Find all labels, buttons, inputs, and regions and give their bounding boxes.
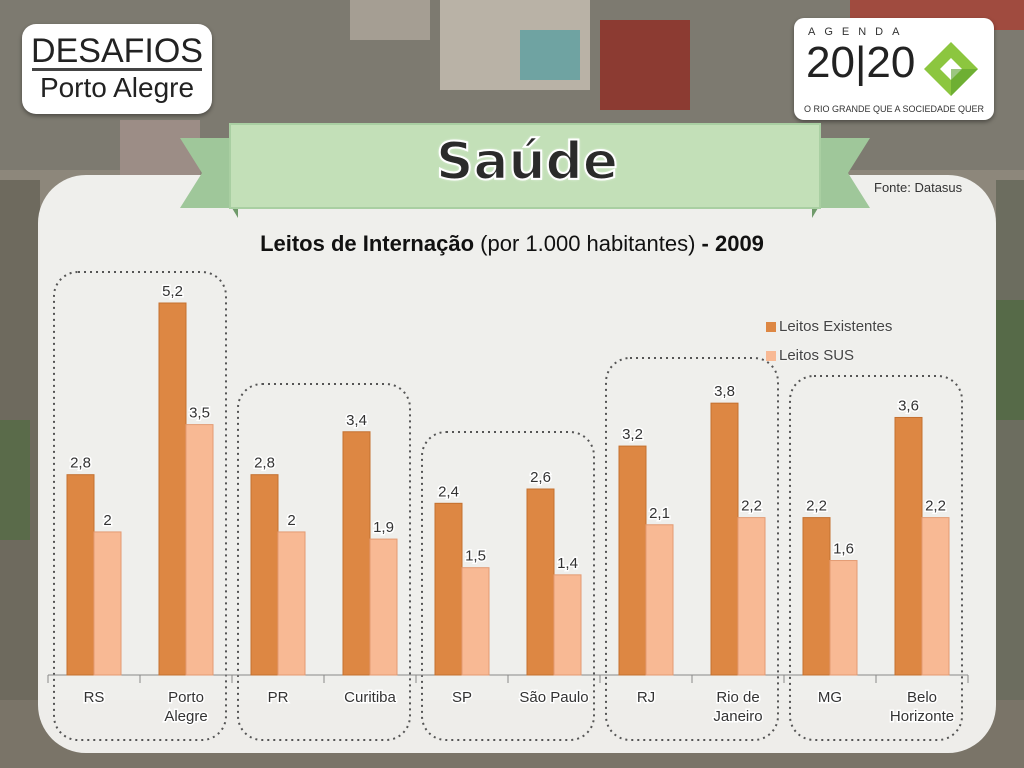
bar-sus xyxy=(93,531,122,676)
bar-sus xyxy=(737,517,766,676)
bar-existentes xyxy=(66,474,95,676)
legend-item-sus: Leitos SUS xyxy=(766,347,854,364)
section-title: Saúde xyxy=(435,131,619,193)
x-tick-label: Belo xyxy=(907,689,937,706)
bar-existentes xyxy=(802,517,831,676)
bar-sus xyxy=(369,538,398,676)
bar-sus xyxy=(185,424,214,676)
data-label-sus: 1,9 xyxy=(373,519,394,536)
data-label-sus: 2,1 xyxy=(649,505,670,522)
data-label-sus: 2 xyxy=(103,512,111,529)
agenda-tagline: O RIO GRANDE QUE A SOCIEDADE QUER xyxy=(803,104,985,114)
chart-title-unit: (por 1.000 habitantes) xyxy=(480,231,696,256)
x-tick-label: Alegre xyxy=(164,708,207,725)
bar-existentes xyxy=(710,402,739,676)
bar-existentes xyxy=(434,502,463,676)
group-outline xyxy=(789,375,963,741)
data-label-existentes: 2,4 xyxy=(438,483,459,500)
x-tick-label: Horizonte xyxy=(890,708,954,725)
desafios-porto-alegre-logo: DESAFIOS Porto Alegre xyxy=(22,24,212,114)
legend-label-existentes: Leitos Existentes xyxy=(779,318,893,335)
bar-sus xyxy=(921,517,950,676)
x-tick-label: Rio de xyxy=(716,689,759,706)
x-tick-label: Janeiro xyxy=(713,708,762,725)
agenda-2020-logo: AGENDA 20|20 O RIO GRANDE QUE A SOCIEDAD… xyxy=(794,18,994,120)
x-tick-label: SP xyxy=(452,689,472,706)
chart-title: Leitos de Internação (por 1.000 habitant… xyxy=(0,231,1024,257)
title-ribbon xyxy=(180,123,870,218)
data-label-sus: 1,6 xyxy=(833,541,854,558)
data-label-existentes: 2,2 xyxy=(806,498,827,515)
legend-item-existentes: Leitos Existentes xyxy=(766,318,892,335)
data-label-existentes: 2,6 xyxy=(530,469,551,486)
x-tick-label: RJ xyxy=(637,689,655,706)
legend-swatch-sus xyxy=(766,351,776,361)
bar-sus xyxy=(829,560,858,676)
x-tick-label: São Paulo xyxy=(519,689,588,706)
x-tick-label: Curitiba xyxy=(344,689,396,706)
x-tick-label: Porto xyxy=(168,689,204,706)
group-outline xyxy=(53,271,227,741)
group-outline xyxy=(237,383,411,741)
data-label-existentes: 3,2 xyxy=(622,426,643,443)
bar-existentes xyxy=(342,431,371,676)
logo-line-2: Porto Alegre xyxy=(39,72,195,103)
chart-title-bold: Leitos de Internação xyxy=(260,231,475,256)
data-label-sus: 2,2 xyxy=(925,498,946,515)
bar-sus xyxy=(645,524,674,676)
logo-divider xyxy=(32,68,202,71)
data-label-existentes: 2,8 xyxy=(70,455,91,472)
data-label-sus: 1,5 xyxy=(465,548,486,565)
bar-sus xyxy=(461,567,490,676)
data-label-existentes: 3,4 xyxy=(346,412,367,429)
bar-existentes xyxy=(526,488,555,676)
group-outline xyxy=(421,431,595,741)
legend-label-sus: Leitos SUS xyxy=(779,347,855,364)
green-diamond-icon xyxy=(924,42,978,96)
legend-swatch-existentes xyxy=(766,322,776,332)
data-source: Fonte: Datasus xyxy=(874,180,963,195)
bar-sus xyxy=(553,574,582,676)
x-tick-label: RS xyxy=(84,689,105,706)
data-label-existentes: 2,8 xyxy=(254,455,275,472)
data-label-sus: 1,4 xyxy=(557,555,578,572)
bar-existentes xyxy=(618,445,647,676)
data-label-sus: 2,2 xyxy=(741,498,762,515)
data-label-existentes: 3,8 xyxy=(714,383,735,400)
data-label-existentes: 5,2 xyxy=(162,283,183,300)
group-outline xyxy=(605,357,779,741)
chart-title-year: - 2009 xyxy=(701,231,764,256)
agenda-text: AGENDA xyxy=(808,26,909,38)
data-label-sus: 2 xyxy=(287,512,295,529)
bar-existentes xyxy=(894,416,923,676)
data-label-sus: 3,5 xyxy=(189,405,210,422)
bar-existentes xyxy=(250,474,279,676)
x-tick-label: MG xyxy=(818,689,842,706)
bar-sus xyxy=(277,531,306,676)
agenda-year: 20|20 xyxy=(806,38,916,87)
bar-existentes xyxy=(158,302,187,676)
logo-line-1: DESAFIOS xyxy=(31,32,203,70)
x-tick-label: PR xyxy=(268,689,289,706)
data-label-existentes: 3,6 xyxy=(898,397,919,414)
